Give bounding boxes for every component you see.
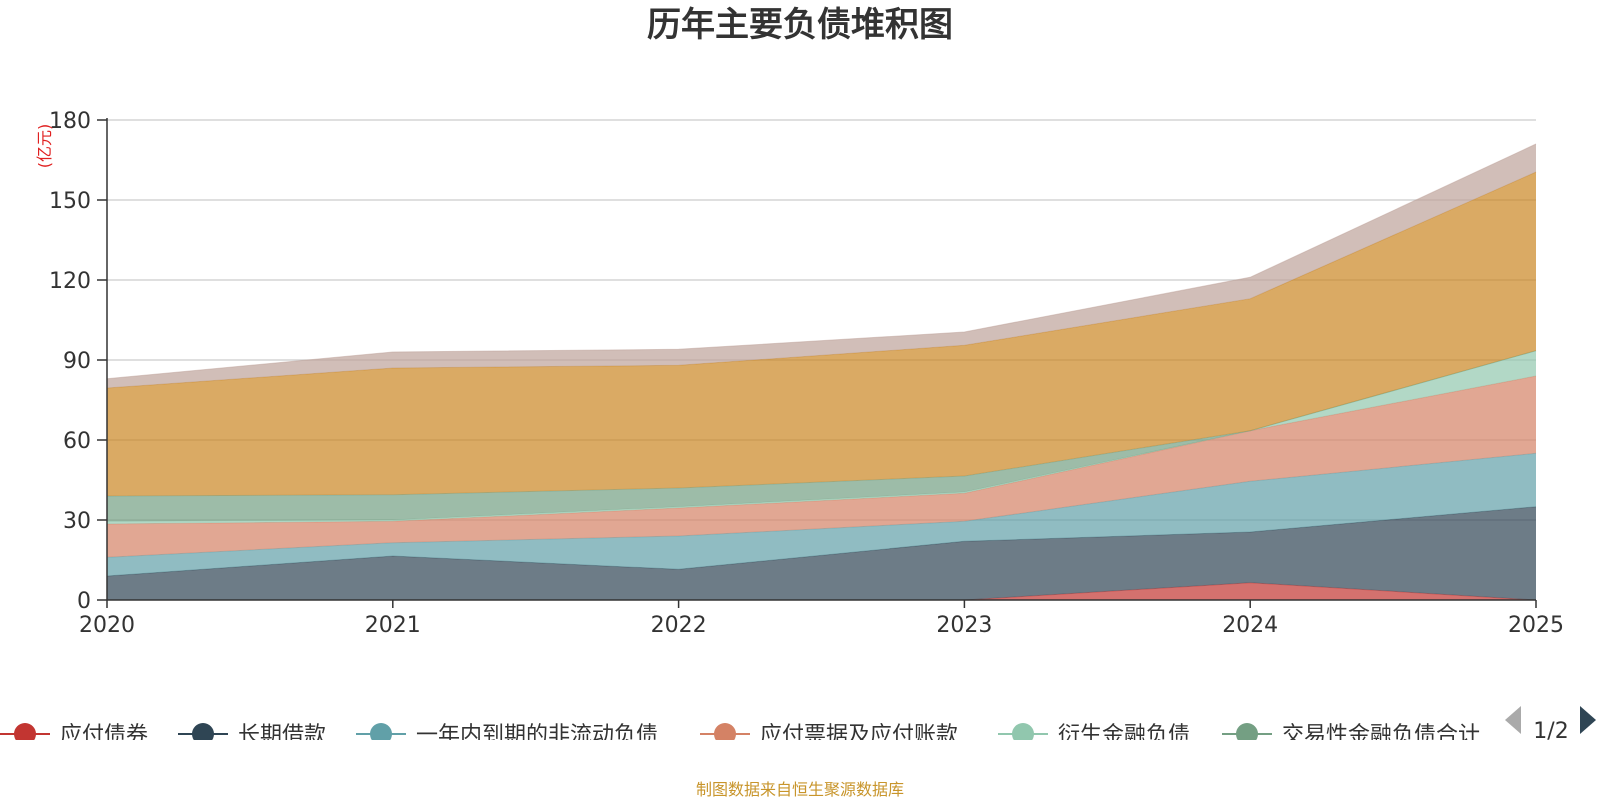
legend-label: 一年内到期的非流动负债 xyxy=(416,723,658,748)
legend-circle-marker xyxy=(192,723,214,740)
chart-title: 历年主要负债堆积图 xyxy=(647,5,953,45)
legend-circle-marker xyxy=(1236,723,1258,740)
legend-item[interactable]: 衍生金融负债 xyxy=(998,723,1190,748)
legend-label: 应付债券 xyxy=(60,723,148,748)
x-tick-label: 2022 xyxy=(651,613,707,638)
legend-circle-marker xyxy=(370,723,392,740)
y-tick-label: 30 xyxy=(63,509,91,534)
area-series-edge-8 xyxy=(106,143,1537,380)
area-series-6[interactable] xyxy=(107,350,1536,522)
y-tick-label: 90 xyxy=(63,349,91,374)
y-tick-label: 0 xyxy=(77,589,91,614)
legend-circle-marker xyxy=(1012,723,1034,740)
legend-next-page-icon[interactable] xyxy=(1580,706,1596,734)
area-series-layer xyxy=(106,143,1537,601)
legend-circle-marker xyxy=(714,723,736,740)
legend-label: 长期借款 xyxy=(238,723,326,748)
x-tick-label: 2021 xyxy=(365,613,421,638)
legend-page-indicator: 1/2 xyxy=(1533,719,1568,744)
y-axis-unit-label: (亿元) xyxy=(35,124,54,169)
y-tick-label: 60 xyxy=(63,429,91,454)
legend-item[interactable]: 应付票据及应付账款 xyxy=(700,723,958,748)
data-source-note: 制图数据来自恒生聚源数据库 xyxy=(696,780,904,799)
y-tick-label: 120 xyxy=(49,269,91,294)
axes: 0 30 60 90 120 150 180 2020 2021 2022 2023 2024 2025 xyxy=(49,109,1564,638)
y-tick-label: 150 xyxy=(49,189,91,214)
area-series-edge-3 xyxy=(106,452,1537,558)
legend-label: 衍生金融负债 xyxy=(1058,723,1190,748)
legend: 应付债券 长期借款 一年内到期的非流动负债 应付票据及应付账款 衍生金融负债 交易性金融负… xyxy=(0,723,1480,748)
x-tick-label: 2023 xyxy=(936,613,992,638)
legend-item[interactable]: 交易性金融负债合计 xyxy=(1222,723,1480,748)
legend-label: 交易性金融负债合计 xyxy=(1282,723,1480,748)
area-series-7[interactable] xyxy=(107,172,1536,496)
x-tick-label: 2024 xyxy=(1222,613,1278,638)
legend-pager: 1/2 xyxy=(1505,706,1596,744)
area-series-4[interactable] xyxy=(107,376,1536,558)
area-series-2[interactable] xyxy=(107,506,1536,600)
legend-circle-marker xyxy=(14,723,36,740)
x-tick-label: 2025 xyxy=(1508,613,1564,638)
legend-label: 应付票据及应付账款 xyxy=(760,723,958,748)
legend-item[interactable]: 一年内到期的非流动负债 xyxy=(356,723,658,748)
legend-prev-page-icon[interactable] xyxy=(1505,706,1521,734)
area-series-3[interactable] xyxy=(107,453,1536,576)
x-tick-label: 2020 xyxy=(79,613,135,638)
legend-item[interactable]: 长期借款 xyxy=(178,723,326,748)
y-tick-label: 180 xyxy=(49,109,91,134)
legend-item[interactable]: 应付债券 xyxy=(0,723,148,748)
